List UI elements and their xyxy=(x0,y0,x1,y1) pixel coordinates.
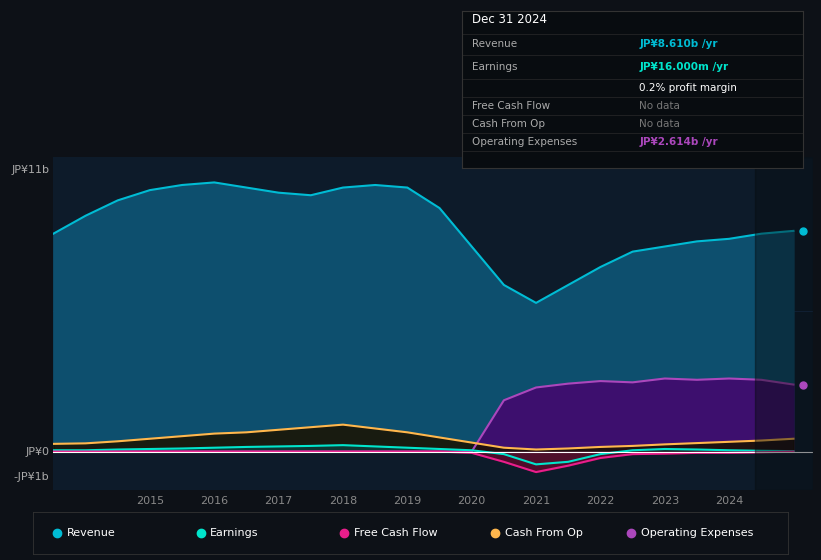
Text: Free Cash Flow: Free Cash Flow xyxy=(472,101,551,111)
Bar xyxy=(754,157,813,490)
Text: No data: No data xyxy=(640,101,681,111)
Text: No data: No data xyxy=(640,119,681,129)
Text: Operating Expenses: Operating Expenses xyxy=(641,529,753,538)
Text: Free Cash Flow: Free Cash Flow xyxy=(354,529,438,538)
Text: JP¥16.000m /yr: JP¥16.000m /yr xyxy=(640,62,728,72)
Text: Cash From Op: Cash From Op xyxy=(505,529,583,538)
Text: Revenue: Revenue xyxy=(472,39,517,49)
Text: Earnings: Earnings xyxy=(210,529,259,538)
Text: Revenue: Revenue xyxy=(67,529,116,538)
Text: Operating Expenses: Operating Expenses xyxy=(472,137,578,147)
Text: 0.2% profit margin: 0.2% profit margin xyxy=(640,83,737,93)
Text: JP¥8.610b /yr: JP¥8.610b /yr xyxy=(640,39,718,49)
Text: JP¥2.614b /yr: JP¥2.614b /yr xyxy=(640,137,718,147)
Text: JP¥11b: JP¥11b xyxy=(11,165,49,175)
Text: Earnings: Earnings xyxy=(472,62,518,72)
Text: Cash From Op: Cash From Op xyxy=(472,119,545,129)
Text: -JP¥1b: -JP¥1b xyxy=(14,472,49,482)
Text: JP¥0: JP¥0 xyxy=(25,446,49,456)
Text: Dec 31 2024: Dec 31 2024 xyxy=(472,13,548,26)
